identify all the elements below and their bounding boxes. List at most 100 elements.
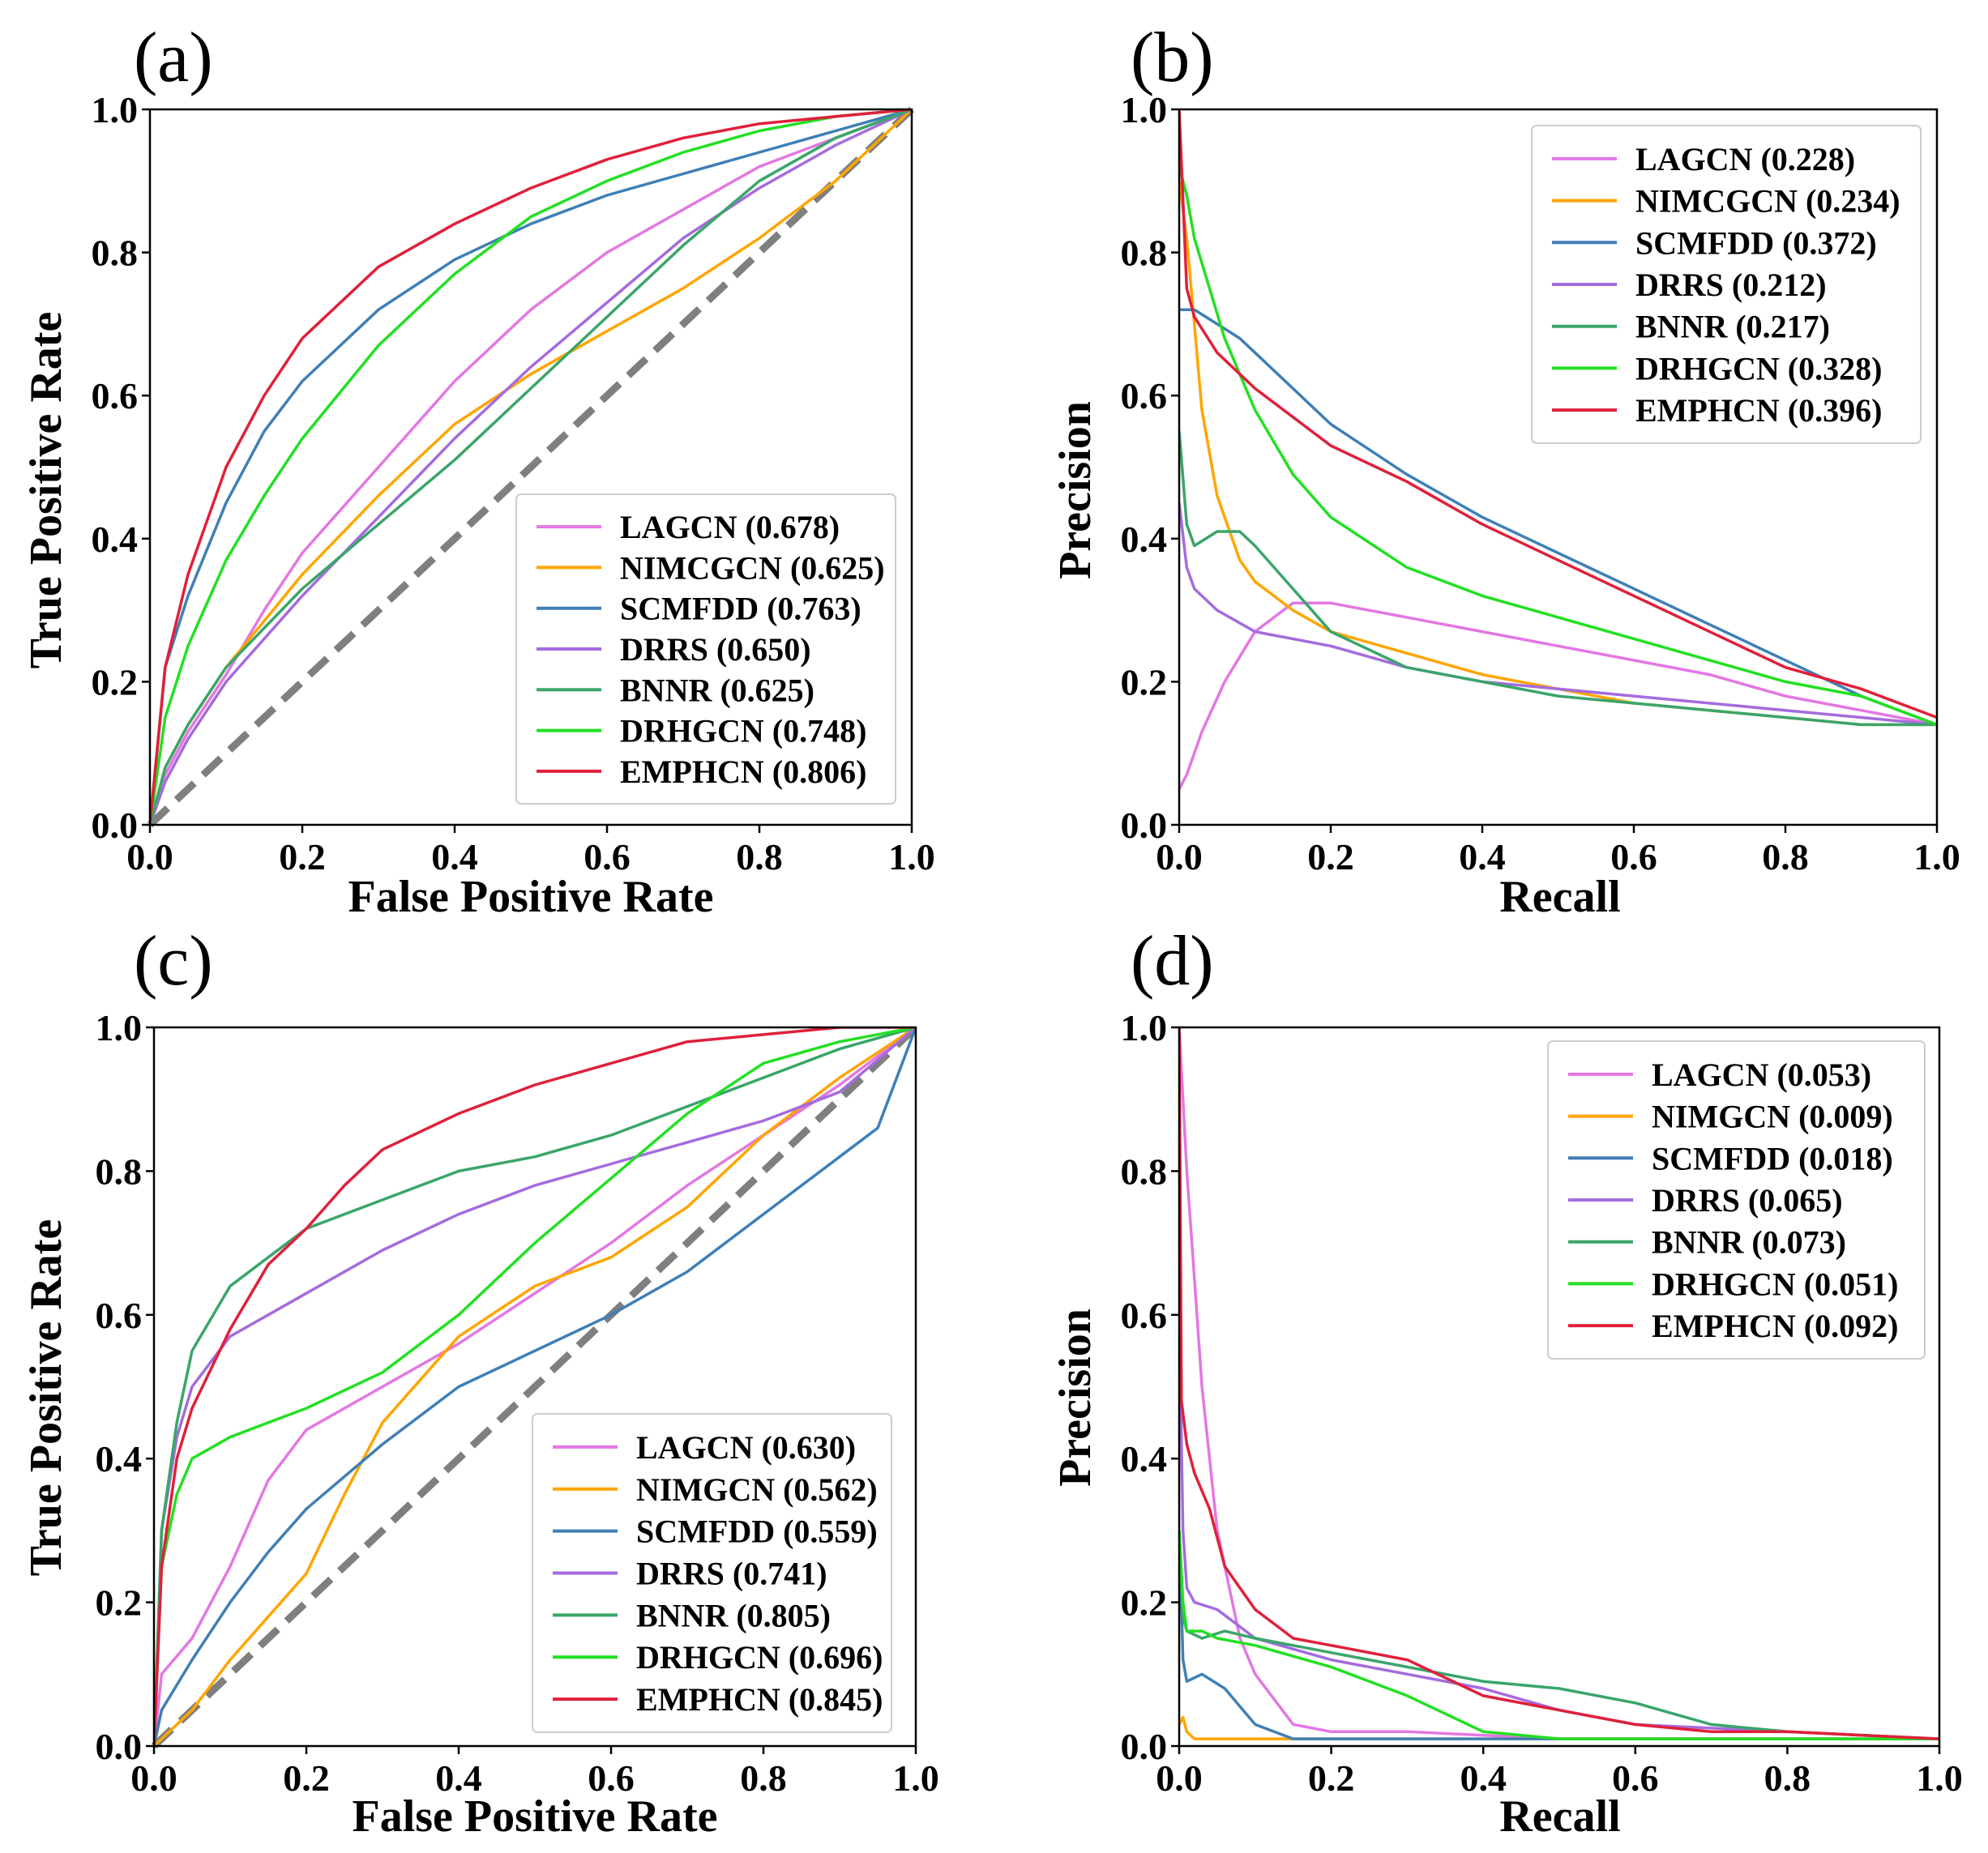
panel-c-series-line-5 xyxy=(154,1027,916,1746)
panel-c-series-line-6 xyxy=(154,1027,916,1746)
panel-c-y-tick-label-0: 0.0 xyxy=(96,1726,143,1767)
panel-b-x-tick-label-0: 0.0 xyxy=(1156,836,1203,877)
panel-b-y-tick-label-5: 1.0 xyxy=(1121,89,1168,130)
panel-d-y-tick-label-1: 0.2 xyxy=(1121,1582,1168,1624)
panel-c-x-tick-label-5: 1.0 xyxy=(892,1757,939,1799)
panel-a-legend-label-0: LAGCN (0.678) xyxy=(620,509,840,545)
panel-d-x-tick-label-4: 0.8 xyxy=(1764,1757,1811,1799)
panel-a-legend-box xyxy=(515,493,896,805)
panel-b-series-line-3 xyxy=(1179,502,1937,727)
panel-b-axes-frame xyxy=(1178,108,1939,826)
panel-a-axes-frame xyxy=(148,108,913,826)
panel-a-x-tick-label-4: 0.8 xyxy=(736,836,783,877)
panel-b-legend-label-1: NIMCGCN (0.234) xyxy=(1635,183,1900,220)
panel-c-series-line-3 xyxy=(154,1027,916,1746)
panel-d-series-line-4 xyxy=(1179,1530,1939,1740)
panel-b: (b) 0.0 0.2 0.4 0.6 0.8 1.0 0.0 0.2 0.4 0.6 0.8 1.… xyxy=(1050,19,1960,922)
panel-c-x-tick-label-4: 0.8 xyxy=(740,1757,787,1799)
panel-d-x-tick-label-2: 0.4 xyxy=(1460,1757,1507,1799)
panel-b-y-tick-label-1: 0.2 xyxy=(1121,661,1168,702)
panel-d-x-axis-label: Recall xyxy=(1499,1791,1620,1842)
panel-c-series-line-4 xyxy=(154,1027,916,1746)
panel-c-legend-label-4: BNNR (0.805) xyxy=(636,1597,831,1633)
panel-a-y-axis-label: True Positive Rate xyxy=(21,312,71,669)
panel-c-legend-label-1: NIMGCN (0.562) xyxy=(636,1471,878,1508)
panel-a-y-tick-label-4: 0.8 xyxy=(92,233,139,274)
panel-a-legend-label-4: BNNR (0.625) xyxy=(620,672,814,708)
panel-b-legend-label-6: EMPHCN (0.396) xyxy=(1635,392,1882,429)
panel-b-legend-label-0: LAGCN (0.228) xyxy=(1635,141,1855,177)
panel-d-series-line-3 xyxy=(1179,1314,1939,1740)
panel-a-x-tick-label-1: 0.2 xyxy=(279,836,326,877)
panel-b-x-axis-label: Recall xyxy=(1499,872,1620,922)
panel-a-series-line-2 xyxy=(150,109,912,825)
panel-b-y-tick-label-4: 0.8 xyxy=(1121,233,1168,274)
panel-a-legend-label-1: NIMCGCN (0.625) xyxy=(620,549,885,586)
panel-c-series-line-2 xyxy=(154,1027,916,1746)
panel-c-x-tick-label-1: 0.2 xyxy=(283,1757,330,1799)
panel-c-series-line-0 xyxy=(154,1027,916,1746)
panel-b-y-tick-label-2: 0.4 xyxy=(1121,519,1168,560)
panel-d-series-line-6 xyxy=(1179,1027,1939,1740)
panel-a-label: (a) xyxy=(134,19,213,97)
panel-c-y-axis-label: True Positive Rate xyxy=(21,1219,71,1577)
panel-c-axes-frame xyxy=(152,1026,917,1748)
panel-c-x-axis-label: False Positive Rate xyxy=(353,1791,718,1842)
panel-c-series-line-1 xyxy=(154,1027,916,1746)
panel-a-legend-label-3: DRRS (0.650) xyxy=(620,631,811,668)
panel-d-legend-label-2: SCMFDD (0.018) xyxy=(1652,1140,1893,1176)
panel-d-y-tick-label-0: 0.0 xyxy=(1121,1726,1168,1767)
panel-d-y-tick-label-5: 1.0 xyxy=(1121,1007,1168,1048)
panel-b-y-tick-label-0: 0.0 xyxy=(1121,805,1168,846)
panel-d-axes-frame xyxy=(1178,1026,1941,1748)
panel-a-diagonal-reference xyxy=(147,106,915,828)
panel-d-y-tick-label-4: 0.8 xyxy=(1121,1151,1168,1192)
panel-a-y-tick-label-3: 0.6 xyxy=(92,375,139,416)
panel-c-legend-label-3: DRRS (0.741) xyxy=(636,1556,827,1592)
panel-d-series-line-2 xyxy=(1179,1530,1939,1740)
panel-a-legend-label-6: EMPHCN (0.806) xyxy=(620,754,866,790)
panel-a-y-tick-label-0: 0.0 xyxy=(92,805,139,846)
panel-d-legend-label-1: NIMGCN (0.009) xyxy=(1652,1099,1893,1135)
panel-b-legend-label-5: DRHGCN (0.328) xyxy=(1635,350,1882,386)
panel-c-y-tick-label-2: 0.4 xyxy=(96,1438,143,1479)
panel-a: (a) 0.0 0.2 0.4 0.6 0.8 1.0 0.0 0.2 0.4 0.6 0.8 1.… xyxy=(21,19,935,922)
panel-a-y-tick-label-5: 1.0 xyxy=(92,89,139,130)
panel-c-y-tick-label-4: 0.8 xyxy=(96,1151,143,1192)
panel-d-legend-label-3: DRRS (0.065) xyxy=(1652,1182,1843,1219)
panel-d-y-axis-label: Precision xyxy=(1050,1309,1101,1487)
panel-b-series-line-4 xyxy=(1179,431,1937,727)
panel-a-legend-label-2: SCMFDD (0.763) xyxy=(620,591,861,627)
panel-c-legend-box xyxy=(532,1413,892,1733)
panel-c-y-tick-label-3: 0.6 xyxy=(96,1295,143,1336)
panel-a-series-line-3 xyxy=(150,109,912,825)
panel-c-x-tick-label-0: 0.0 xyxy=(130,1757,177,1799)
panel-b-y-axis-label: Precision xyxy=(1050,401,1101,579)
panel-c-legend-label-5: DRHGCN (0.696) xyxy=(636,1639,883,1676)
panel-b-legend-box xyxy=(1531,125,1922,444)
panel-c-y-tick-label-5: 1.0 xyxy=(96,1007,143,1048)
panel-a-x-tick-label-2: 0.4 xyxy=(431,836,478,877)
panel-c-y-tick-label-1: 0.2 xyxy=(96,1582,143,1624)
panel-d-x-tick-label-5: 1.0 xyxy=(1916,1757,1963,1799)
panel-d-series-line-1 xyxy=(1179,1715,1939,1740)
panel-d-series-line-5 xyxy=(1179,1530,1939,1740)
panel-b-x-tick-label-4: 0.8 xyxy=(1762,836,1809,877)
panel-c-label: (c) xyxy=(134,922,213,1001)
panel-b-series-line-6 xyxy=(1179,109,1937,719)
panel-d-label: (d) xyxy=(1131,922,1214,1001)
panel-b-x-tick-label-1: 0.2 xyxy=(1307,836,1354,877)
panel-a-legend-label-5: DRHGCN (0.748) xyxy=(620,713,866,749)
panel-b-series-line-0 xyxy=(1179,601,1937,790)
panel-b-x-tick-label-2: 0.4 xyxy=(1459,836,1506,877)
panel-d-y-tick-label-3: 0.6 xyxy=(1121,1295,1168,1336)
panel-d-legend-label-4: BNNR (0.073) xyxy=(1652,1224,1846,1261)
panel-d-x-tick-label-1: 0.2 xyxy=(1308,1757,1355,1799)
panel-d-legend-label-5: DRHGCN (0.051) xyxy=(1652,1266,1898,1302)
panel-c-x-tick-label-2: 0.4 xyxy=(435,1757,482,1799)
panel-b-series-line-2 xyxy=(1179,308,1937,727)
panel-d-x-tick-label-3: 0.6 xyxy=(1612,1757,1659,1799)
panel-a-x-tick-label-0: 0.0 xyxy=(126,836,173,877)
panel-c-legend-label-6: EMPHCN (0.845) xyxy=(636,1681,883,1718)
